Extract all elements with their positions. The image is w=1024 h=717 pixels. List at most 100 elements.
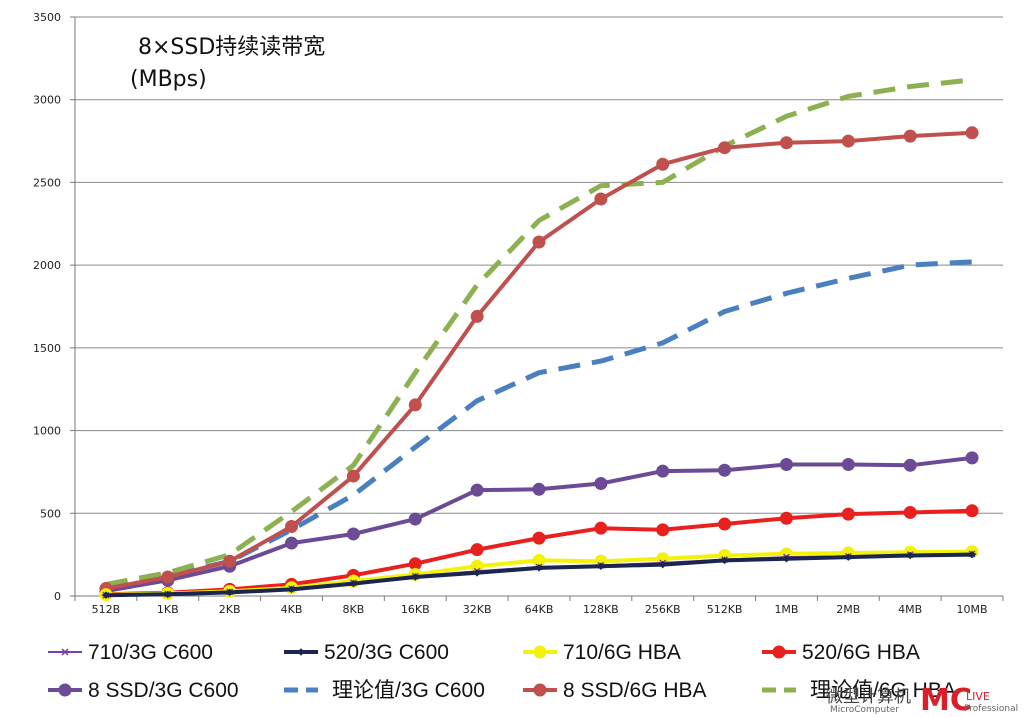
data-point bbox=[594, 192, 608, 206]
data-point bbox=[658, 560, 667, 569]
data-point bbox=[772, 645, 786, 659]
data-point bbox=[535, 564, 543, 572]
data-point bbox=[408, 557, 422, 571]
data-point bbox=[161, 570, 175, 584]
chart-subtitle: (MBps) bbox=[130, 67, 207, 92]
data-point bbox=[844, 553, 853, 561]
legend-label: 520/3G C600 bbox=[324, 641, 449, 664]
watermark-logo: MC bbox=[920, 683, 972, 717]
data-point bbox=[903, 458, 917, 472]
series-7 bbox=[105, 77, 973, 587]
legend-item: 520/6G HBA bbox=[762, 641, 920, 664]
x-tick-label: 2KB bbox=[219, 603, 241, 616]
x-tick-label: 256KB bbox=[645, 603, 681, 616]
data-point bbox=[656, 464, 670, 478]
watermark-sub: MicroComputer bbox=[830, 705, 899, 715]
data-point bbox=[965, 126, 979, 140]
legend-item: 8 SSD/3G C600 bbox=[48, 679, 239, 702]
data-point bbox=[841, 457, 855, 471]
series-6 bbox=[99, 126, 979, 596]
series-1 bbox=[102, 550, 976, 599]
x-tick-label: 2MB bbox=[836, 603, 860, 616]
data-point bbox=[408, 398, 422, 412]
legend-label: 理论值/6G HBA bbox=[810, 679, 956, 702]
data-point bbox=[470, 543, 484, 557]
watermark-main: 微型计算机 bbox=[826, 687, 911, 707]
data-point bbox=[841, 134, 855, 148]
x-tick-labels: 512B 1KB 2KB 4KB 8KB 16KB 32KB 64KB 128KB 256KB 51… bbox=[92, 603, 988, 616]
legend-item: 理论值/6G HBA bbox=[762, 679, 956, 702]
data-point bbox=[718, 517, 732, 531]
data-point bbox=[346, 527, 360, 541]
data-point bbox=[470, 483, 484, 497]
data-point bbox=[965, 451, 979, 465]
data-point bbox=[594, 477, 608, 491]
data-point bbox=[102, 591, 110, 599]
x-tick-label: 64KB bbox=[525, 603, 554, 616]
data-point bbox=[285, 536, 299, 550]
x-tick-label: 32KB bbox=[463, 603, 492, 616]
data-point bbox=[532, 235, 546, 249]
x-tick-label: 10MB bbox=[957, 603, 988, 616]
legend-item: 520/3G C600 bbox=[284, 641, 449, 664]
data-point bbox=[164, 590, 172, 599]
y-tick-label: 3000 bbox=[33, 94, 61, 107]
series-4 bbox=[99, 451, 979, 598]
series-line bbox=[105, 77, 973, 587]
y-tick-label: 1500 bbox=[33, 342, 61, 355]
data-point bbox=[473, 569, 481, 577]
x-tick-label: 1KB bbox=[157, 603, 179, 616]
data-point bbox=[968, 550, 976, 559]
data-point bbox=[532, 482, 546, 496]
data-point bbox=[779, 511, 793, 525]
x-tick-label: 128KB bbox=[583, 603, 619, 616]
legend-label: 理论值/3G C600 bbox=[332, 679, 485, 702]
data-point bbox=[782, 555, 791, 563]
data-point bbox=[532, 531, 546, 545]
y-tick-label: 3500 bbox=[33, 11, 61, 24]
series-layer bbox=[99, 77, 979, 602]
data-point bbox=[718, 463, 732, 477]
x-tick-label: 16KB bbox=[401, 603, 430, 616]
legend-item: 710/3G C600 bbox=[48, 641, 213, 664]
legend-label: 710/6G HBA bbox=[563, 641, 681, 664]
data-point bbox=[841, 507, 855, 521]
data-point bbox=[411, 573, 420, 581]
data-point bbox=[903, 129, 917, 143]
data-point bbox=[470, 309, 484, 323]
data-point bbox=[594, 521, 608, 535]
y-tick-label: 0 bbox=[54, 590, 61, 603]
data-point bbox=[597, 562, 605, 570]
watermark-logo-sub: Professional bbox=[964, 704, 1018, 714]
watermark: 微型计算机 MicroComputer MC LIVE Professional bbox=[826, 683, 1018, 717]
x-tick-label: 4MB bbox=[898, 603, 922, 616]
data-point bbox=[60, 648, 70, 656]
data-point bbox=[287, 585, 296, 594]
data-point bbox=[223, 554, 237, 568]
y-tick-label: 2000 bbox=[33, 259, 61, 272]
legend-label: 710/3G C600 bbox=[88, 641, 213, 664]
legend-item: 理论值/3G C600 bbox=[284, 679, 485, 702]
data-point bbox=[718, 141, 732, 155]
data-point bbox=[225, 588, 234, 597]
watermark-logo-suffix: LIVE bbox=[966, 690, 990, 703]
legend-item: 8 SSD/6G HBA bbox=[523, 679, 707, 702]
x-tick-label: 4KB bbox=[281, 603, 303, 616]
data-point bbox=[720, 556, 729, 565]
legend-item: 710/6G HBA bbox=[523, 641, 681, 664]
y-tick-labels: 0 500 1000 1500 2000 2500 3000 3500 bbox=[33, 11, 61, 603]
data-point bbox=[965, 504, 979, 518]
data-point bbox=[779, 457, 793, 471]
legend: 710/3G C600 520/3G C600 710/6G HBA 520/6G H… bbox=[48, 641, 956, 702]
data-point bbox=[779, 136, 793, 150]
data-point bbox=[656, 523, 670, 537]
x-tick-label: 512B bbox=[92, 603, 121, 616]
x-tick-label: 8KB bbox=[343, 603, 365, 616]
data-point bbox=[533, 683, 547, 697]
data-point bbox=[903, 505, 917, 519]
data-point bbox=[408, 512, 422, 526]
data-point bbox=[285, 520, 299, 534]
y-tick-label: 2500 bbox=[33, 176, 61, 189]
data-point bbox=[58, 683, 72, 697]
